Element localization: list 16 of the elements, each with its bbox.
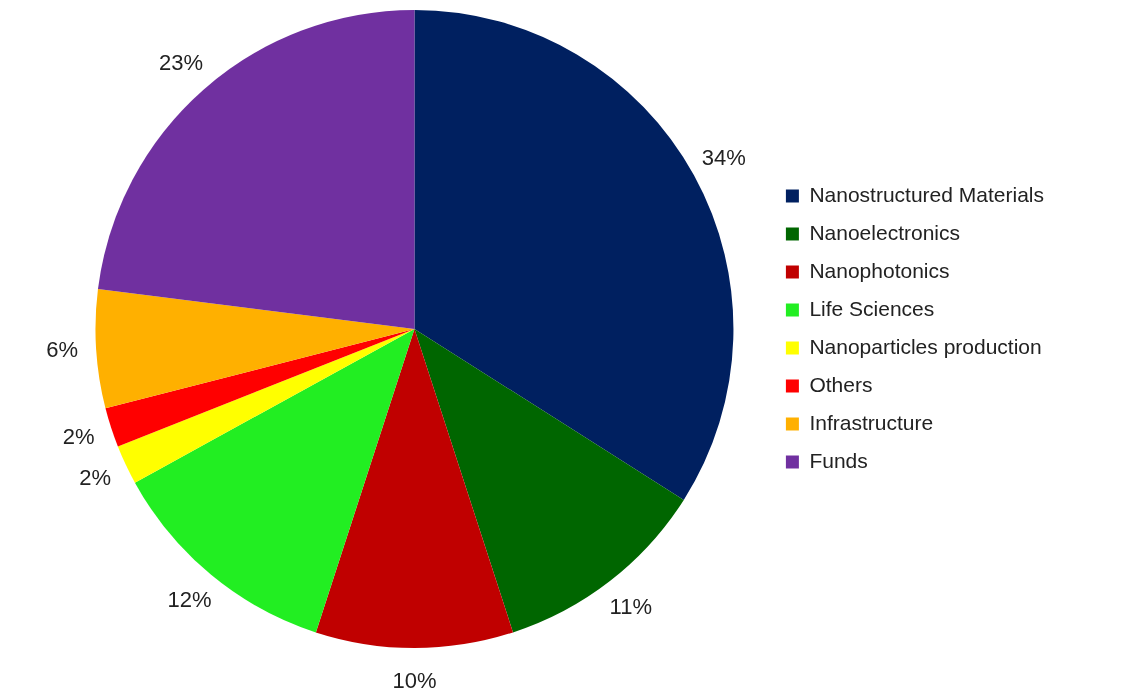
legend-label: Nanoelectronics — [809, 220, 960, 244]
data-label: 6% — [46, 337, 79, 363]
legend-label: Nanophotonics — [809, 258, 950, 282]
data-label: 11% — [609, 593, 653, 619]
legend-label: Others — [809, 372, 873, 396]
data-label: 2% — [79, 465, 111, 491]
data-label: 34% — [701, 145, 746, 170]
legend-label: Infrastructure — [809, 410, 934, 434]
data-label: 2% — [62, 424, 95, 450]
legend-label: Nanoparticles production — [809, 334, 1042, 358]
legend-label: Life Sciences — [809, 296, 935, 320]
data-label: 12% — [167, 587, 212, 613]
data-label: 10% — [392, 668, 437, 690]
data-label: 23% — [158, 50, 204, 76]
legend-label: Nanostructured Materials — [809, 182, 1045, 206]
legend-label: Funds — [809, 448, 868, 472]
